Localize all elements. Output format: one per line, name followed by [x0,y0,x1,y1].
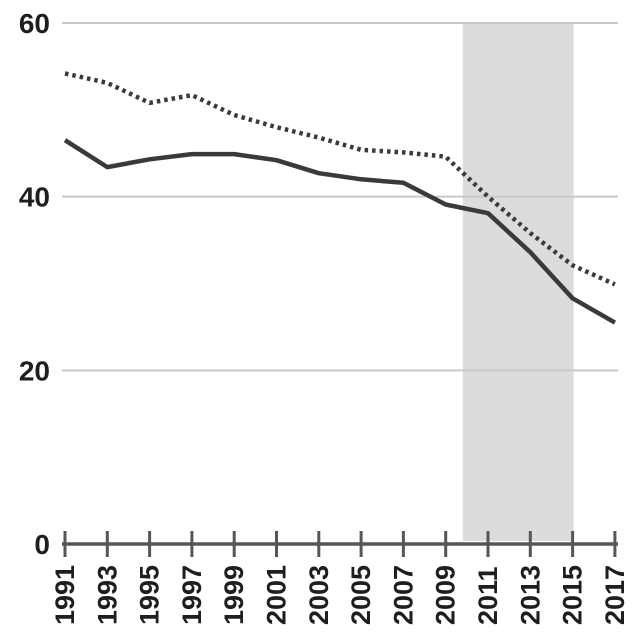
x-tick-label-2015: 2015 [558,565,588,625]
x-tick-label-2003: 2003 [304,565,334,625]
x-tick-label-1991: 1991 [50,565,80,625]
y-tick-label-60: 60 [19,8,50,39]
x-tick-label-2013: 2013 [515,565,545,625]
x-tick-label-2011: 2011 [473,566,503,625]
y-tick-label-20: 20 [19,355,50,386]
x-tick-label-2007: 2007 [388,565,418,625]
x-tick-label-2001: 2001 [262,565,292,625]
y-tick-label-40: 40 [19,182,50,213]
x-tick-label-1999: 1999 [219,565,249,625]
x-tick-label-2005: 2005 [346,565,376,625]
y-tick-label-0: 0 [34,529,50,560]
series-solid-line [63,138,617,325]
x-tick-label-2009: 2009 [431,565,461,625]
x-tick-label-1997: 1997 [177,565,207,625]
x-tick-label-1995: 1995 [135,565,165,625]
x-tick-label-2017: 2017 [600,565,630,625]
x-tick-label-1993: 1993 [92,565,122,625]
